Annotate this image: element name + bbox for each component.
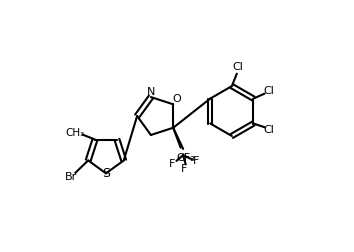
Text: O: O — [172, 94, 181, 104]
Text: Cl: Cl — [263, 125, 274, 136]
Text: Cl: Cl — [263, 86, 274, 96]
Text: CF₃: CF₃ — [176, 153, 195, 163]
Text: F: F — [181, 164, 188, 174]
Text: F: F — [193, 156, 199, 166]
Text: Cl: Cl — [233, 62, 244, 72]
Text: Br: Br — [65, 172, 77, 182]
Text: N: N — [147, 87, 155, 97]
Text: S: S — [102, 167, 110, 180]
Text: CH₃: CH₃ — [65, 128, 85, 138]
Text: F: F — [169, 159, 175, 169]
